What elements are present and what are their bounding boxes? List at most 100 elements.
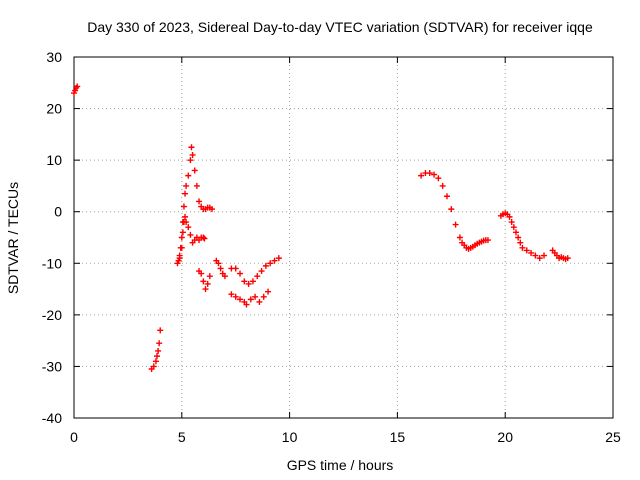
x-tick-label: 5 xyxy=(178,429,186,445)
data-point xyxy=(275,255,282,262)
data-point xyxy=(189,151,196,158)
data-point xyxy=(262,262,269,269)
data-point xyxy=(176,255,183,262)
data-point xyxy=(267,260,274,267)
data-point xyxy=(182,190,189,197)
data-point xyxy=(519,244,526,251)
data-point xyxy=(515,234,522,241)
data-point xyxy=(217,265,224,272)
data-point xyxy=(228,291,235,298)
data-point xyxy=(202,286,209,293)
data-point xyxy=(271,257,278,264)
data-point xyxy=(249,278,256,285)
data-point xyxy=(193,182,200,189)
y-axis-label: SDTVAR / TECUs xyxy=(5,182,21,294)
y-tick-label: 10 xyxy=(46,152,62,168)
data-point xyxy=(200,234,207,241)
data-point xyxy=(196,198,203,205)
data-point xyxy=(245,280,252,287)
data-point xyxy=(541,252,548,259)
series-arc-i xyxy=(497,210,548,262)
data-point xyxy=(157,327,164,334)
y-tick-label: -40 xyxy=(42,410,62,426)
data-point xyxy=(536,255,543,262)
data-point xyxy=(221,273,228,280)
data-point xyxy=(150,363,157,370)
data-point xyxy=(185,224,192,231)
data-point xyxy=(448,206,455,213)
y-tick-label: 0 xyxy=(54,204,62,220)
series-arc-f xyxy=(228,255,282,287)
chart-title: Day 330 of 2023, Sidereal Day-to-day VTE… xyxy=(87,19,593,35)
series-arc-c xyxy=(176,213,208,262)
data-point xyxy=(237,296,244,303)
data-point xyxy=(179,229,186,236)
plot-frame xyxy=(73,56,614,419)
data-point xyxy=(439,182,446,189)
data-point xyxy=(523,247,530,254)
data-point xyxy=(182,213,189,220)
x-tick-label: 25 xyxy=(605,429,621,445)
data-point xyxy=(418,172,425,179)
data-point xyxy=(426,170,433,177)
data-point xyxy=(237,270,244,277)
y-tick-label: -30 xyxy=(42,358,62,374)
data-point xyxy=(198,270,205,277)
data-point xyxy=(564,255,571,262)
data-point xyxy=(431,171,438,178)
data-point xyxy=(200,278,207,285)
data-point xyxy=(258,268,265,275)
series-start xyxy=(71,83,81,97)
y-tick-label: -20 xyxy=(42,307,62,323)
series-arc-d xyxy=(196,268,213,293)
y-tick-label: -10 xyxy=(42,255,62,271)
data-point xyxy=(256,298,263,305)
data-point xyxy=(187,231,194,238)
series-arc-b-fall xyxy=(189,151,215,213)
series-arc-h xyxy=(418,170,491,252)
data-point xyxy=(452,221,459,228)
data-point xyxy=(243,301,250,308)
data-point xyxy=(215,260,222,267)
data-point xyxy=(183,219,190,226)
data-point xyxy=(191,167,198,174)
data-point xyxy=(178,244,185,251)
y-tick-label: 30 xyxy=(46,49,62,65)
data-point xyxy=(185,172,192,179)
data-point xyxy=(247,296,254,303)
data-point xyxy=(532,252,539,259)
data-point xyxy=(74,83,81,90)
data-points xyxy=(71,83,571,373)
data-point xyxy=(155,347,162,354)
data-point xyxy=(201,235,208,242)
data-point xyxy=(208,206,215,213)
data-point xyxy=(510,224,517,231)
series-arc-g xyxy=(228,288,272,308)
series-arc-j xyxy=(549,247,571,263)
labels: Day 330 of 2023, Sidereal Day-to-day VTE… xyxy=(5,19,621,473)
data-point xyxy=(206,273,213,280)
data-point xyxy=(506,213,513,220)
x-tick-label: 10 xyxy=(282,429,298,445)
data-point xyxy=(156,340,163,347)
data-point xyxy=(241,278,248,285)
data-point xyxy=(265,288,272,295)
series-arc-e xyxy=(213,257,228,280)
data-point xyxy=(232,293,239,300)
data-point xyxy=(204,280,211,287)
series-arc-a xyxy=(148,327,164,373)
data-point xyxy=(512,229,519,236)
data-point xyxy=(183,182,190,189)
data-point xyxy=(152,358,159,365)
x-tick-label: 20 xyxy=(497,429,513,445)
axes-frame xyxy=(73,56,614,419)
data-point xyxy=(252,293,259,300)
data-point xyxy=(178,234,185,241)
data-point xyxy=(517,239,524,246)
x-tick-label: 0 xyxy=(70,429,78,445)
x-tick-label: 15 xyxy=(390,429,406,445)
data-point xyxy=(528,249,535,256)
data-point xyxy=(187,157,194,164)
